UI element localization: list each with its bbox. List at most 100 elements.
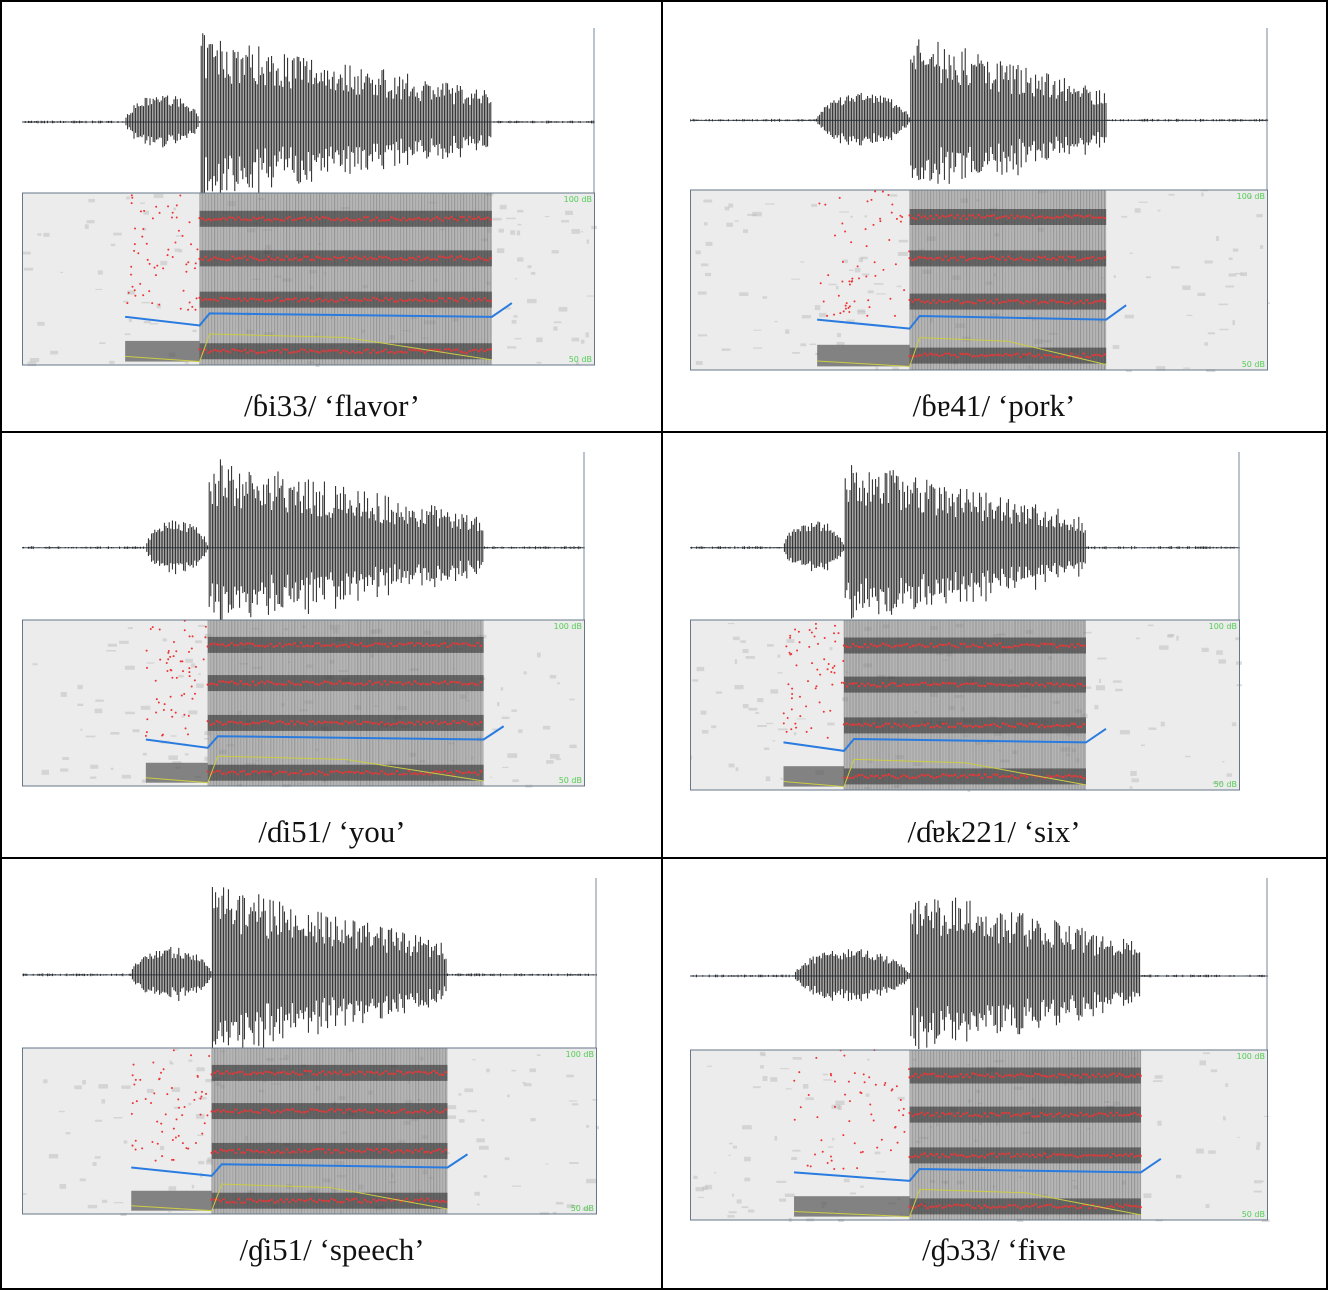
formant-dot [1109,1111,1112,1115]
noise [1159,645,1169,650]
formant-dot [935,775,939,779]
formant-dot [288,1072,291,1076]
formant-dot [216,1151,219,1154]
formant-dot [962,682,966,686]
formant-dot [788,651,791,654]
formant-dot [329,644,332,647]
formant-dot [435,1199,438,1202]
formant-dot [387,218,390,222]
formant-dot [398,680,401,684]
formant-dot [917,643,921,646]
formant-dot [315,1147,318,1151]
formant-dot [263,682,266,685]
formant-dot [383,680,386,683]
formant-dot [947,259,950,262]
noise [537,652,541,658]
formant-dot [947,352,950,355]
formant-dot [826,314,829,317]
noise [753,1086,761,1089]
formant-dot [929,683,933,687]
noise [512,779,519,783]
noise [62,757,70,761]
scale-label: 50 dB [569,355,592,364]
formant-dot [435,1149,438,1152]
formant-dot [171,1138,174,1141]
formant-dot [330,1072,333,1075]
noise [127,290,135,295]
noise [843,1178,850,1183]
formant-dot [407,769,410,773]
formant-dot [926,1073,929,1076]
formant-dot [914,724,918,728]
formant-dot [1112,1114,1115,1117]
formant-dot [965,1203,968,1206]
prevoicing [817,344,910,367]
formant-dot [366,1110,369,1114]
formant-dot [396,1149,399,1152]
formant-dot [198,348,201,351]
formant-dot [450,255,453,258]
formant-dot [1121,1205,1124,1209]
formant-dot [902,682,906,686]
formant-dot [222,1109,225,1112]
formant-dot [396,258,399,261]
formant-dot [348,351,351,355]
formant-dot [1079,725,1083,728]
noise [1210,1069,1218,1073]
formant-dot [819,673,822,676]
formant-dot [968,773,972,777]
formant-dot [435,299,438,302]
formant-dot [932,776,936,779]
noise [836,285,839,290]
formant-dot [293,723,296,726]
formant-dot [426,217,429,220]
formant-dot [1001,1206,1004,1209]
formant-dot [351,1070,354,1074]
formant-dot [1028,722,1032,725]
formant-dot [251,680,254,683]
formant-dot [312,349,315,353]
formant-dot [808,628,811,631]
formant-dot [264,1108,267,1111]
formant-dot [320,682,323,685]
formant-dot [805,730,808,733]
formant-dot [857,684,861,688]
formant-dot [1073,646,1077,649]
formant-dot [246,1198,249,1201]
formant-dot [196,248,199,251]
formant-dot [249,218,252,222]
formant-dot [1004,1111,1007,1115]
noise [566,1074,574,1078]
formant-dot [477,350,480,353]
formant-dot [1031,684,1035,687]
formant-dot [260,720,263,723]
formant-dot [908,214,911,217]
formant-dot [254,644,257,648]
formant-dot [269,681,272,684]
formant-dot [1019,682,1023,686]
caption: /ɠi51/ ‘speech’ [239,1232,425,1267]
spectrogram [22,1048,599,1216]
formant-dot [230,641,233,645]
formant-dot [273,258,276,261]
formant-dot [1019,355,1022,359]
formant-dot [309,1150,312,1153]
formant-dot [974,216,977,219]
formant-dot [1106,1153,1109,1157]
formant-dot [399,1109,402,1112]
formant-dot [297,1198,300,1201]
formant-dot [126,302,129,305]
formant-dot [971,643,975,646]
formant-dot [278,642,281,645]
formant-dot [1079,1155,1082,1158]
noise [785,1088,792,1090]
formant-dot [227,771,230,774]
formant-dot [252,256,255,260]
formant-dot [245,642,248,645]
formant-dot [342,218,345,221]
formant-dot [798,695,801,698]
formant-dot [372,1149,375,1152]
formant-dot [1043,300,1046,304]
formant-dot [270,1151,273,1154]
